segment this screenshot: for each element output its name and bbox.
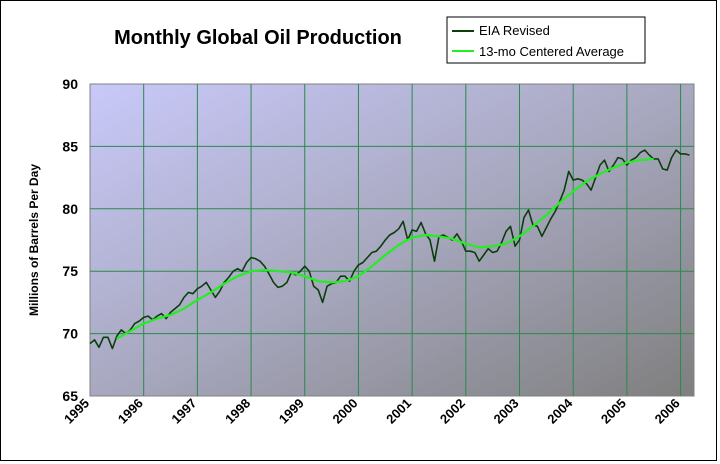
x-tick-label: 1998	[222, 396, 253, 427]
y-tick-label: 85	[62, 138, 78, 154]
y-tick-label: 75	[62, 263, 78, 279]
x-tick-label: 1997	[168, 396, 199, 427]
x-tick-label: 2002	[437, 396, 468, 427]
gridlines	[90, 84, 694, 396]
legend-label-centered-average: 13-mo Centered Average	[479, 44, 624, 59]
x-tick-label: 2005	[598, 396, 629, 427]
legend-label-eia-revised: EIA Revised	[479, 23, 550, 38]
x-tick-label: 1999	[276, 396, 307, 427]
plot-area	[89, 83, 695, 397]
y-axis-label: Millions of Barrels Per Day	[27, 164, 41, 316]
y-tick-label: 90	[62, 76, 78, 92]
x-tick-label: 2000	[330, 396, 361, 427]
legend-box	[446, 16, 646, 64]
y-tick-label: 70	[62, 326, 78, 342]
series-line-centered-average	[116, 157, 654, 340]
x-axis-ticks: 1995 1996 1997 1998 1999 2000 2001 2002 2003 2004…	[61, 395, 683, 427]
x-tick-label: 2001	[383, 396, 414, 427]
legend: EIA Revised 13-mo Centered Average	[446, 16, 646, 64]
series-lines	[89, 149, 690, 350]
x-tick-label: 2006	[652, 396, 683, 427]
x-tick-label: 1996	[115, 396, 146, 427]
y-tick-label: 65	[62, 388, 78, 404]
y-axis-ticks: 65 70 75 80 85 90	[62, 76, 78, 404]
series-line-eia-revised	[89, 149, 690, 350]
x-tick-label: 2003	[491, 396, 522, 427]
chart-title: Monthly Global Oil Production	[114, 27, 402, 49]
y-tick-label: 80	[62, 201, 78, 217]
x-tick-label: 2004	[544, 395, 576, 427]
